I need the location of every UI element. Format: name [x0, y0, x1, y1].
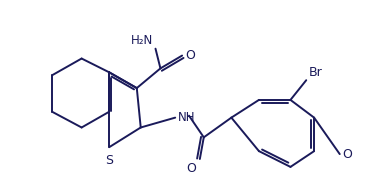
Text: O: O	[343, 148, 353, 161]
Text: S: S	[105, 154, 113, 167]
Text: O: O	[186, 162, 196, 175]
Text: Br: Br	[309, 66, 323, 79]
Text: O: O	[185, 49, 195, 62]
Text: NH: NH	[178, 111, 196, 124]
Text: H₂N: H₂N	[131, 34, 153, 47]
